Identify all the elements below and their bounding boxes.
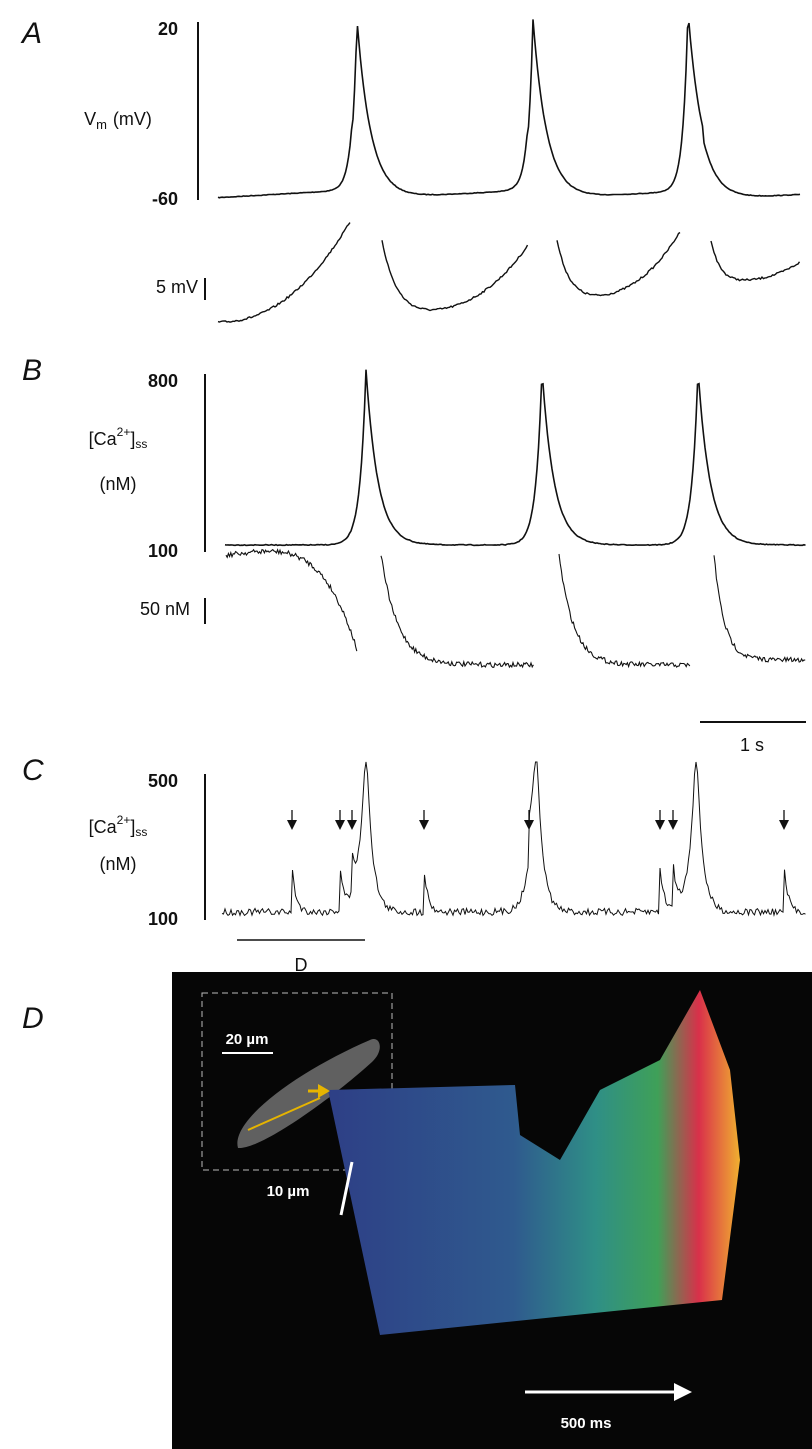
trace-ca-zoom xyxy=(713,555,806,664)
marker-arrowhead xyxy=(318,1084,330,1098)
surface xyxy=(328,990,740,1335)
label-part: 2+ xyxy=(117,425,131,439)
space-scale-bar xyxy=(339,1161,354,1216)
label-part: ss xyxy=(135,437,147,451)
panel-label: B xyxy=(22,354,42,387)
inset-scale-label: 20 µm xyxy=(226,1031,269,1048)
axis-label: [Ca2+]ss xyxy=(89,813,148,839)
label-part: ] xyxy=(130,817,135,837)
spark-arrowhead xyxy=(335,820,345,830)
time-arrowhead xyxy=(674,1383,692,1401)
top-tick: 20 xyxy=(158,19,178,39)
axis-unit: (nM) xyxy=(100,474,137,494)
trace-ca-zoom xyxy=(558,553,691,669)
spark-arrowhead xyxy=(419,820,429,830)
scale-bar-label: 50 nM xyxy=(140,599,190,619)
axis-unit: (nM) xyxy=(100,854,137,874)
label-part: V xyxy=(84,109,96,129)
label-part: ] xyxy=(130,429,135,449)
trace-ca xyxy=(224,369,806,547)
trace-vm-zoom xyxy=(381,240,529,312)
trace-vm-zoom xyxy=(710,240,801,282)
label-part: 2+ xyxy=(117,813,131,827)
spark-arrowhead xyxy=(347,820,357,830)
trace-ca-c xyxy=(221,761,806,917)
bottom-tick: 100 xyxy=(148,541,178,561)
trace-vm xyxy=(217,19,801,199)
label-part: m xyxy=(96,117,107,132)
space-scale-label: 10 µm xyxy=(267,1183,310,1200)
label-part: [Ca xyxy=(89,817,118,837)
label-part: (mV) xyxy=(113,109,152,129)
scan-line xyxy=(247,1097,321,1131)
trace-ca-zoom xyxy=(225,548,358,652)
label-part: ss xyxy=(135,825,147,839)
spark-arrowhead xyxy=(655,820,665,830)
bottom-tick: 100 xyxy=(148,909,178,929)
time-scale-label: 500 ms xyxy=(561,1415,612,1432)
segment-label: D xyxy=(295,955,308,975)
top-tick: 800 xyxy=(148,371,178,391)
panel-label: A xyxy=(20,17,42,50)
spark-arrowhead xyxy=(668,820,678,830)
spark-arrowhead xyxy=(779,820,789,830)
time-bar-label: 1 s xyxy=(740,735,764,755)
spark-arrowhead xyxy=(287,820,297,830)
inset-box xyxy=(201,992,393,1171)
panel-label: D xyxy=(22,1002,44,1035)
panel-d: 20 µm 10 µm 500 ms xyxy=(201,990,740,1432)
bottom-tick: -60 xyxy=(152,189,178,209)
top-tick: 500 xyxy=(148,771,178,791)
axis-label: Vm (mV) xyxy=(84,109,152,133)
label-part: [Ca xyxy=(89,429,118,449)
trace-vm-zoom xyxy=(556,231,681,297)
trace-vm-zoom xyxy=(217,222,351,323)
scale-bar-label: 5 mV xyxy=(156,277,198,297)
trace-ca-zoom xyxy=(380,555,534,669)
axis-label: [Ca2+]ss xyxy=(89,425,148,451)
spark-arrowhead xyxy=(524,820,534,830)
panel-label: C xyxy=(22,754,44,787)
cell xyxy=(237,1039,380,1149)
